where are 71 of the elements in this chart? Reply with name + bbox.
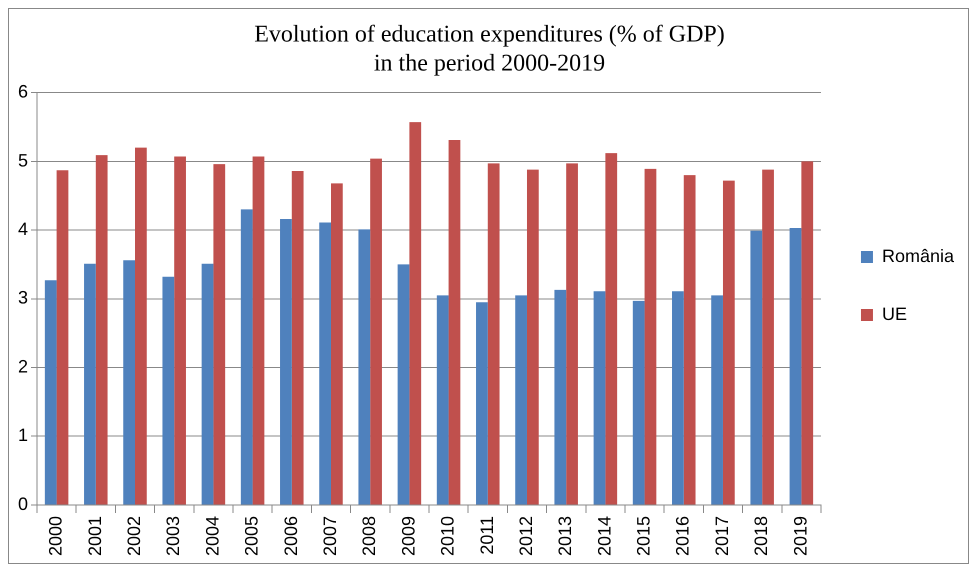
x-tick-label: 2010 [438, 516, 458, 556]
bar [280, 219, 292, 504]
x-tick-label: 2002 [124, 516, 144, 556]
bar [644, 168, 656, 504]
bar [526, 170, 539, 504]
bar [722, 180, 735, 504]
bar [330, 183, 343, 504]
x-tick-label: 2018 [751, 516, 772, 556]
x-tick-label: 2003 [163, 516, 184, 556]
x-tick-label: 2005 [242, 516, 262, 556]
bar [448, 140, 460, 504]
bar [554, 290, 566, 504]
x-tick-label: 2009 [398, 516, 418, 556]
bar [476, 302, 488, 504]
bar [319, 222, 331, 504]
y-tick-label: 5 [18, 150, 28, 170]
bar [202, 264, 214, 504]
y-tick-label: 3 [18, 288, 28, 308]
bar [252, 156, 264, 504]
x-tick-label: 2012 [516, 516, 536, 556]
bar [790, 228, 802, 504]
bar [672, 291, 684, 504]
bar [488, 163, 500, 504]
bar [566, 163, 578, 504]
x-tick-label: 2011 [476, 516, 497, 555]
chart-subtitle: in the period 2000-2019 [374, 50, 606, 76]
y-tick-label: 4 [18, 219, 28, 240]
bar [162, 276, 174, 504]
bar [96, 155, 108, 504]
bar [711, 295, 723, 504]
bar [594, 291, 606, 504]
x-tick-label: 2007 [320, 516, 340, 556]
bar [123, 260, 136, 504]
legend-label: România [882, 246, 955, 266]
bar [370, 158, 382, 504]
bar [801, 161, 814, 504]
y-tick-label: 6 [18, 82, 28, 102]
chart-title: Evolution of education expenditures (% of GDP) [254, 22, 725, 48]
bar [632, 300, 645, 504]
x-tick-label: 2000 [46, 516, 66, 556]
bar [358, 229, 370, 504]
bar [213, 164, 226, 504]
bar [750, 230, 762, 504]
x-tick-label: 2019 [790, 516, 810, 556]
bar [240, 209, 253, 504]
bar [436, 295, 449, 504]
bar [605, 153, 618, 504]
bar [84, 264, 96, 504]
y-tick-label: 1 [18, 425, 28, 446]
legend-label: UE [882, 304, 907, 324]
x-tick-label: 2004 [202, 516, 222, 556]
x-tick-label: 2017 [712, 516, 732, 556]
bar [684, 175, 696, 504]
bar [398, 264, 410, 504]
x-tick-label: 2001 [84, 516, 105, 556]
bar [44, 280, 57, 504]
bar [292, 170, 304, 504]
x-tick-label: 2014 [594, 516, 614, 556]
bar [762, 170, 774, 504]
y-tick-label: 0 [18, 494, 28, 514]
bar [135, 148, 147, 504]
bar [409, 122, 422, 504]
x-tick-label: 2013 [555, 516, 576, 556]
bar [515, 295, 527, 504]
x-tick-label: 2016 [672, 516, 693, 556]
y-tick-label: 2 [18, 356, 28, 376]
bar [56, 170, 68, 504]
x-tick-label: 2006 [280, 516, 301, 556]
x-tick-label: 2015 [634, 516, 654, 556]
bar [174, 156, 186, 504]
x-tick-label: 2008 [359, 516, 380, 556]
